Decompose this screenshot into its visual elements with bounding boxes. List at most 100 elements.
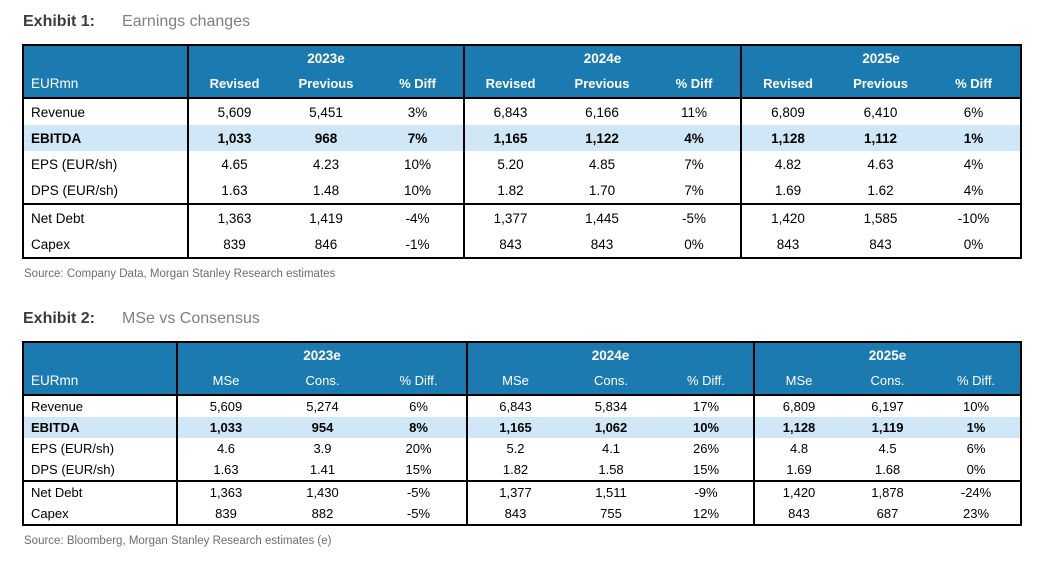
cell-value: 1,585 [834,203,928,231]
exhibit2-title: Exhibit 2: MSe vs Consensus [23,309,1020,329]
cell-value: 6,843 [463,97,557,125]
group-header: 2023e [186,45,465,70]
cell-value: 5,609 [176,394,274,417]
cell-value: 6% [927,97,1022,125]
cell-value: 1,420 [753,480,844,503]
cell-value: 4.8 [753,438,844,459]
cell-value: 26% [693,441,720,456]
cell-value: 4.1 [601,441,621,456]
row-label: Capex [31,236,71,252]
cell-value: 7% [372,125,465,151]
table-row: EBITDA 1,033 968 7% 1,165 1,122 4% 1,128 1,112 1% [23,125,1022,151]
exhibit1-source: Source: Company Data, Morgan Stanley Res… [24,268,336,280]
subcol-header: Cons. [274,367,371,395]
cell-value: 4% [648,125,742,151]
cell-value: 1,122 [556,125,649,151]
cell-value: 6,843 [466,394,564,417]
cell-value: 5,451 [280,97,372,125]
cell-value: 1,377 [466,480,564,503]
spacer [22,280,1020,307]
table-row: EPS (EUR/sh) 4.65 4.23 10% 5.20 4.85 7% 4.82 4.6… [23,151,1021,177]
cell-value: 6,166 [556,97,649,125]
subcol-header: Cons. [563,367,660,395]
row-label: EBITDA [23,417,177,438]
cell-value: 4.85 [588,156,616,172]
exhibit2-source: Source: Bloomberg, Morgan Stanley Resear… [24,535,332,547]
cell-value: 1,062 [563,417,660,438]
cell-value: 0% [684,236,704,252]
cell-value: 4.6 [176,438,274,459]
row-label: DPS (EUR/sh) [31,182,119,198]
cell-value: 1,430 [274,480,371,503]
cell-value: 755 [600,506,622,521]
cell-value: 843 [463,231,557,258]
subcol-header: MSe [466,367,564,395]
cell-value: 6% [371,394,468,417]
cell-value: 4.63 [867,156,894,172]
row-label: Revenue [23,97,188,125]
cell-value: 6% [966,441,986,456]
unit-label: EURmn [23,45,188,98]
cell-value: 1,119 [843,417,933,438]
subcol-header: Cons. [843,367,933,395]
table-row: Revenue 5,609 5,274 6% 6,843 5,834 17% 6,809 6,1… [23,394,1022,417]
unit-label: EURmn [23,342,177,395]
cell-value: 1.82 [463,177,557,204]
cell-value: 1,511 [563,480,660,503]
exhibit2-table: EURmn 2023e 2024e 2025e MSe Cons. % Diff… [22,341,1023,526]
cell-value: 1.41 [309,462,336,477]
exhibit1-label: Exhibit 1: [23,13,96,30]
cell-value: 1,128 [753,417,844,438]
cell-value: 8% [371,417,468,438]
cell-value: 10% [932,394,1022,417]
subcol-header: Revised [740,70,835,98]
row-label: Net Debt [23,203,188,231]
cell-value: 10% [403,156,432,172]
cell-value: -9% [659,480,755,503]
exhibit2-name: MSe vs Consensus [122,310,260,327]
cell-value: 5.2 [466,438,564,459]
cell-value: 1,363 [176,480,274,503]
cell-value: 1.48 [312,182,340,198]
cell-value: 6,197 [843,394,933,417]
subcol-header: % Diff. [371,367,468,395]
cell-value: -24% [932,480,1022,503]
cell-value: 1,419 [280,203,372,231]
cell-value: 687 [876,506,899,521]
cell-value: 1.63 [176,459,274,481]
exhibit2-label: Exhibit 2: [23,310,96,327]
cell-value: 1.62 [867,182,894,198]
subcol-header: % Diff [372,70,465,98]
cell-value: 3.9 [313,441,332,456]
subcol-header: % Diff. [932,367,1022,395]
row-label: Capex [31,506,69,521]
cell-value: 12% [693,506,720,521]
cell-value: 843 [466,503,564,525]
exhibit1-name: Earnings changes [122,13,251,30]
group-header: 2025e [753,342,1022,367]
cell-value: 1,420 [740,203,835,231]
cell-value: 7% [684,156,704,172]
cell-value: -5% [648,203,742,231]
cell-value: 882 [311,506,334,521]
cell-value: 1.58 [598,462,624,477]
subcol-header: Revised [187,70,280,98]
cell-value: 839 [187,231,280,258]
cell-value: 1% [927,125,1022,151]
cell-value: 1% [932,417,1022,438]
row-label: DPS (EUR/sh) [31,462,115,477]
cell-value: 1.69 [740,177,835,204]
row-label: Revenue [23,394,177,417]
cell-value: 4.82 [740,151,835,177]
subcol-header: Previous [834,70,928,98]
subcol-header: Revised [463,70,557,98]
cell-value: 20% [405,441,432,456]
cell-value: -10% [927,203,1022,231]
table-row: Capex 839 882 -5% 843 755 12% 843 687 23% [23,503,1021,525]
cell-value: 968 [280,125,372,151]
cell-value: 3% [372,97,465,125]
cell-value: 1.68 [874,462,901,477]
cell-value: 11% [648,97,742,125]
cell-value: 1,878 [843,480,933,503]
exhibit1-title: Exhibit 1: Earnings changes [23,12,1020,32]
